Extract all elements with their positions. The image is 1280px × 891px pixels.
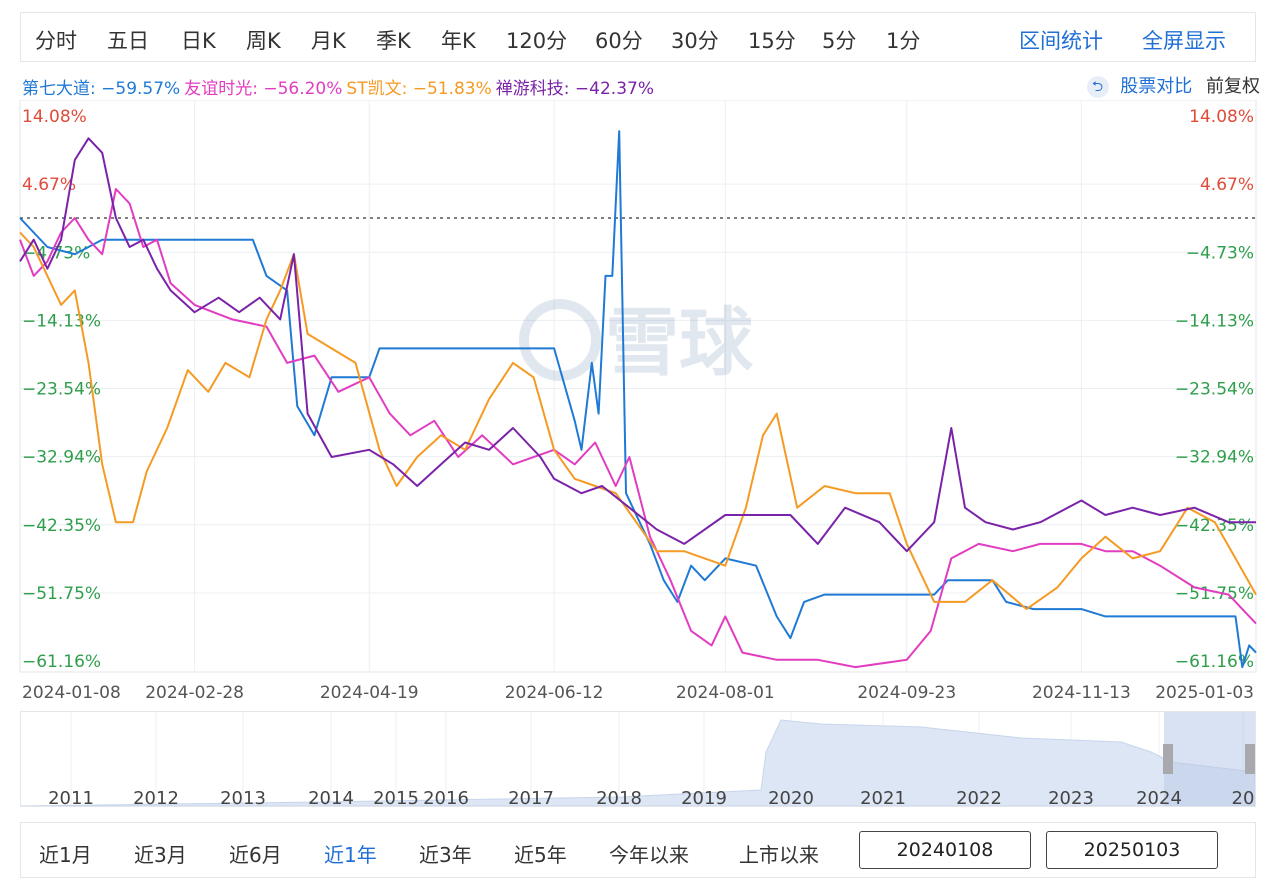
comparison-line-chart[interactable]: 14.08% 14.08%4.67% 4.67%−4.73% −4.73%−14.13… <box>0 100 1280 710</box>
swap-icon[interactable]: ⮌ <box>1086 76 1109 98</box>
end-date-input[interactable]: 20250103 <box>1046 831 1218 869</box>
series-line-3 <box>19 137 1256 553</box>
navigator-left-handle[interactable] <box>1163 744 1173 774</box>
period-tab-1[interactable]: 五日 <box>107 29 149 53</box>
y-tick-label-left: −23.54% <box>22 380 101 400</box>
plot-frame <box>19 100 1257 673</box>
navigator-year-label: 2012 <box>133 788 179 806</box>
period-tab-5[interactable]: 季K <box>376 29 411 53</box>
navigator-year-label: 20 <box>1232 788 1255 806</box>
range-button-1[interactable]: 近3月 <box>134 843 187 867</box>
adjust-selector[interactable]: 前复权 <box>1206 76 1260 97</box>
range-button-3[interactable]: 近1年 <box>324 843 377 867</box>
y-tick-label-right: −14.13% <box>1175 311 1254 331</box>
y-tick-label-right: 4.67% <box>1200 175 1254 195</box>
period-tab-9[interactable]: 30分 <box>671 29 719 53</box>
y-tick-label-right: −32.94% <box>1175 448 1254 468</box>
series-line-1 <box>19 188 1257 669</box>
range-button-5[interactable]: 近5年 <box>514 843 567 867</box>
x-tick-label: 2025-01-03 <box>1155 683 1254 703</box>
range-button-7[interactable]: 上市以来 <box>739 843 819 867</box>
start-date-input[interactable]: 20240108 <box>859 831 1031 869</box>
range-button-2[interactable]: 近6月 <box>229 843 282 867</box>
y-tick-label-left: −42.35% <box>22 516 101 536</box>
stock-compare-button[interactable]: 股票对比 <box>1120 76 1193 97</box>
period-tab-0[interactable]: 分时 <box>35 29 77 53</box>
y-tick-label-left: −51.75% <box>22 584 101 604</box>
watermark-text: 雪球 <box>605 300 754 386</box>
legend-entry-0: 第七大道: −59.57% <box>22 79 181 99</box>
period-tab-4[interactable]: 月K <box>311 29 346 53</box>
navigator-year-label: 2023 <box>1048 788 1094 806</box>
range-button-6[interactable]: 今年以来 <box>609 843 689 867</box>
x-tick-label: 2024-01-08 <box>22 683 121 703</box>
period-tab-8[interactable]: 60分 <box>595 29 643 53</box>
period-tab-12[interactable]: 1分 <box>886 29 921 53</box>
y-tick-label-right: 14.08% <box>1189 107 1254 127</box>
period-tab-2[interactable]: 日K <box>181 29 216 53</box>
period-tab-7[interactable]: 120分 <box>506 29 568 53</box>
navigator-year-label: 2015 <box>373 788 419 806</box>
y-tick-label-left: 14.08% <box>22 107 87 127</box>
legend-entry-3: 禅游科技: −42.37% <box>495 79 654 99</box>
range-button-0[interactable]: 近1月 <box>39 843 92 867</box>
y-tick-label-right: −4.73% <box>1186 243 1254 263</box>
period-tab-11[interactable]: 5分 <box>822 29 857 53</box>
series-line-0 <box>19 130 1257 669</box>
y-tick-label-right: −51.75% <box>1175 584 1254 604</box>
navigator-right-handle[interactable] <box>1245 744 1255 774</box>
navigator-year-label: 2019 <box>681 788 727 806</box>
navigator-year-label: 2021 <box>860 788 906 806</box>
interval-stats-button[interactable]: 区间统计 <box>1019 29 1103 53</box>
navigator-year-label: 2014 <box>308 788 354 806</box>
y-tick-label-left: −61.16% <box>22 652 101 672</box>
navigator-year-label: 2020 <box>768 788 814 806</box>
x-tick-label: 2024-09-23 <box>857 683 956 703</box>
navigator-year-label: 2018 <box>596 788 642 806</box>
navigator-year-label: 2016 <box>423 788 469 806</box>
fullscreen-button[interactable]: 全屏显示 <box>1142 29 1226 53</box>
navigator-year-label: 2011 <box>48 788 94 806</box>
period-tab-6[interactable]: 年K <box>441 29 476 53</box>
x-tick-label: 2024-08-01 <box>676 683 775 703</box>
chart-legend: 第七大道: −59.57% 友谊时光: −56.20% ST凯文: −51.83% 禅… <box>22 74 658 99</box>
navigator-year-label: 2024 <box>1136 788 1182 806</box>
legend-entry-1: 友谊时光: −56.20% <box>184 79 343 99</box>
time-navigator[interactable]: 2011 2012 2013 2014 2015 2016 2017 2018 2019 2020… <box>20 711 1256 809</box>
navigator-overview[interactable]: 2011 2012 2013 2014 2015 2016 2017 2018 2019 2020… <box>20 712 1256 809</box>
range-selector-bar: 近1月 近3月 近6月 近1年 近3年 近5年 今年以来 上市以来 20240108 2025… <box>20 822 1256 878</box>
x-tick-label: 2024-04-19 <box>320 683 419 703</box>
y-tick-label-right: −61.16% <box>1175 652 1254 672</box>
y-tick-label-right: −23.54% <box>1175 380 1254 400</box>
compare-controls: ⮌ 股票对比 前复权 <box>1086 72 1260 98</box>
y-tick-label-left: −14.13% <box>22 311 101 331</box>
legend-entry-2: ST凯文: −51.83% <box>346 79 492 99</box>
period-tab-10[interactable]: 15分 <box>748 29 796 53</box>
x-tick-label: 2024-11-13 <box>1032 683 1131 703</box>
series-line-2 <box>19 231 1257 611</box>
navigator-selection[interactable] <box>1164 712 1255 806</box>
period-toolbar: 分时 五日 日K 周K 月K 季K 年K 120分 60分 30分 15分 5分 1分 区间统计 全屏显… <box>20 12 1256 62</box>
y-tick-label-left: 4.67% <box>22 175 76 195</box>
watermark: 雪球 <box>519 299 754 386</box>
navigator-year-label: 2013 <box>220 788 266 806</box>
period-tab-3[interactable]: 周K <box>246 29 281 53</box>
x-tick-label: 2024-06-12 <box>505 683 604 703</box>
navigator-year-label: 2022 <box>956 788 1002 806</box>
y-tick-label-right: −42.35% <box>1175 516 1254 536</box>
y-tick-label-left: −32.94% <box>22 448 101 468</box>
range-button-4[interactable]: 近3年 <box>419 843 472 867</box>
x-tick-label: 2024-02-28 <box>145 683 244 703</box>
navigator-year-label: 2017 <box>508 788 554 806</box>
watermark-logo-icon <box>519 299 601 381</box>
